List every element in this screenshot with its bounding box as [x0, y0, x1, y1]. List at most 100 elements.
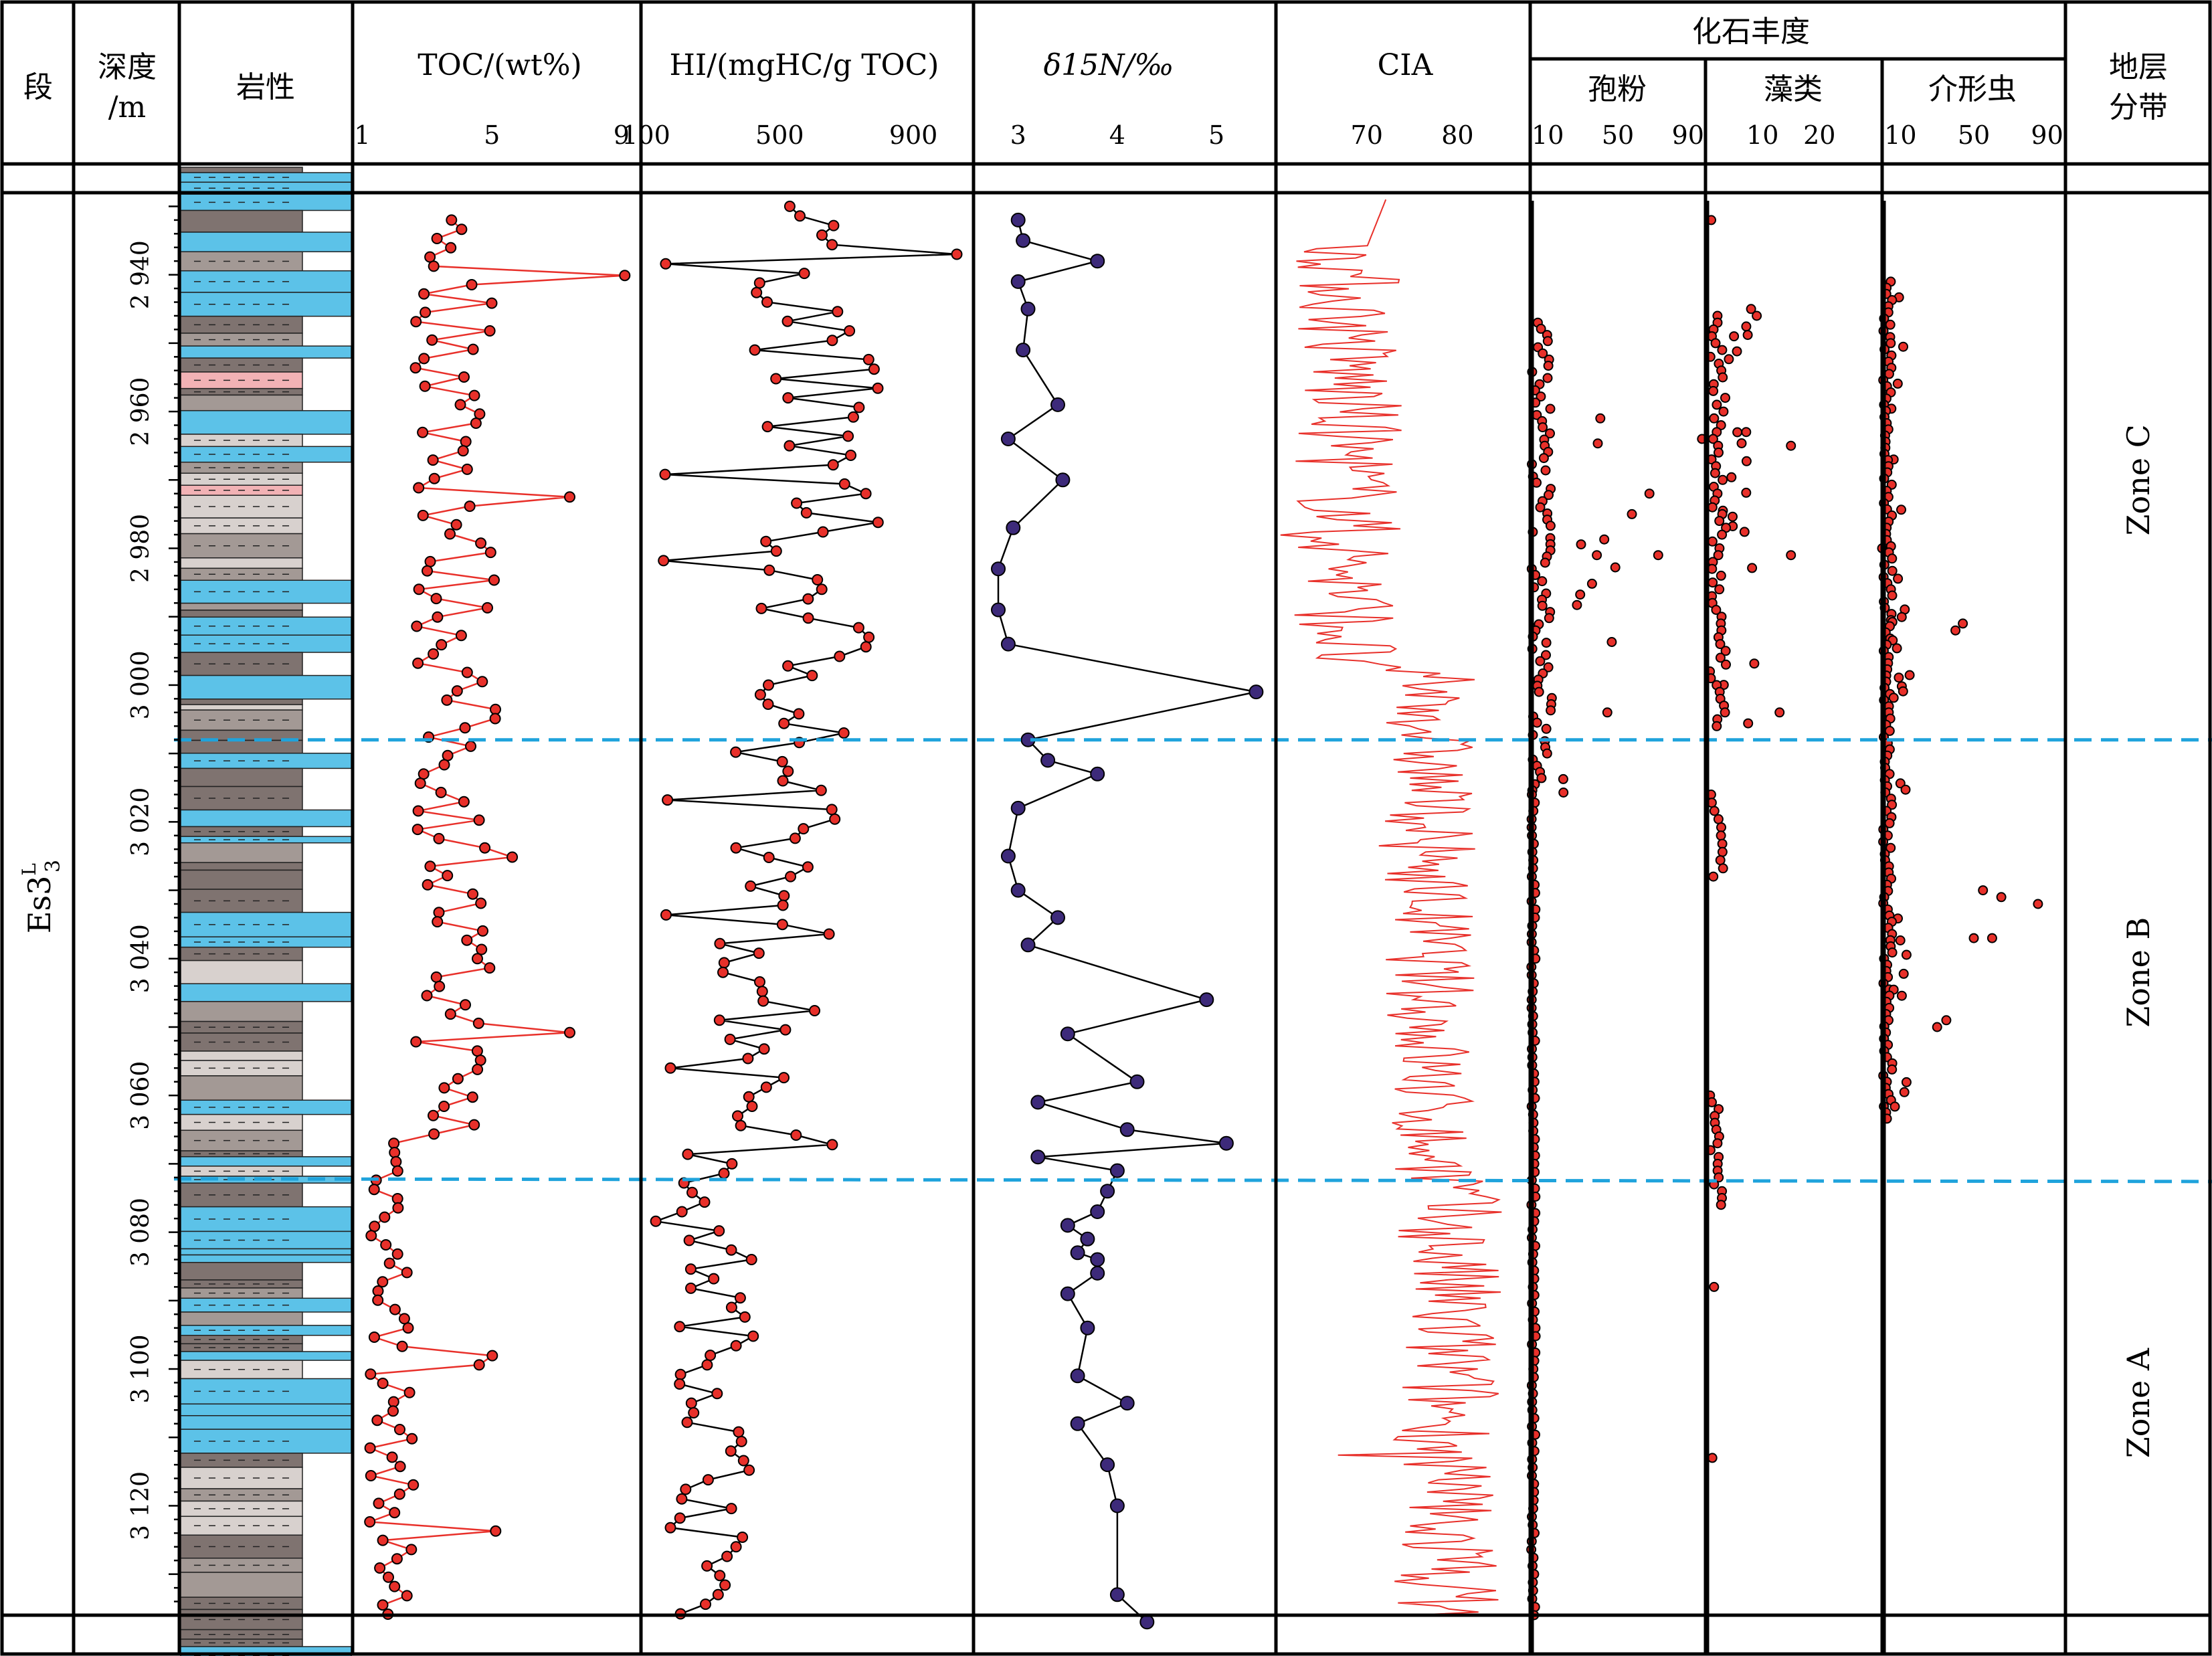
toc-point	[364, 1516, 376, 1528]
hi-point	[793, 708, 805, 720]
ostracod-point	[1996, 892, 2007, 903]
ostracod-point	[1904, 670, 1915, 680]
toc-point	[417, 509, 429, 521]
hi-point	[650, 1215, 662, 1227]
hi-point	[868, 363, 880, 375]
hi-point	[838, 727, 850, 739]
ostracod-point	[1892, 643, 1902, 654]
hi-point	[699, 1196, 711, 1208]
lithology-bed	[180, 1001, 303, 1022]
lithology-bed	[180, 836, 352, 844]
hi-point	[776, 919, 788, 931]
toc-point	[418, 288, 430, 300]
d15n-point	[1040, 753, 1056, 768]
d15n-point	[1055, 472, 1071, 488]
spore-point	[1592, 550, 1602, 561]
hi-point	[714, 937, 726, 949]
toc-point	[391, 1248, 403, 1260]
hi-point	[719, 1579, 731, 1591]
hi-point	[777, 775, 789, 787]
d15n-point	[1000, 432, 1016, 446]
hi-point	[739, 1311, 751, 1323]
lithology-bed	[180, 752, 352, 769]
hi-point	[762, 699, 774, 710]
toc-point	[471, 1045, 483, 1057]
header-ostracod: 介形虫	[1928, 72, 2017, 106]
algae-point	[1786, 550, 1796, 561]
toc-point	[430, 971, 442, 983]
segment-label: Es3L3	[18, 860, 65, 933]
hi-point	[763, 564, 775, 576]
toc-point	[405, 1544, 418, 1556]
algae-tick-label: 20	[1803, 120, 1835, 150]
hi-point	[713, 1014, 725, 1026]
toc-point	[450, 519, 462, 531]
toc-point	[409, 362, 422, 374]
toc-point	[368, 1184, 380, 1196]
toc-point	[424, 555, 436, 567]
toc-point	[457, 445, 469, 457]
hi-point	[730, 842, 742, 854]
d15n-point	[1199, 992, 1214, 1008]
header-segment: 段	[23, 70, 53, 104]
algae-point	[1726, 472, 1737, 482]
toc-point	[444, 1008, 456, 1020]
spore-tick-label: 50	[1602, 120, 1634, 150]
toc-point	[490, 1525, 502, 1537]
hi-series	[650, 200, 963, 1620]
hi-point	[664, 1522, 676, 1534]
toc-point	[394, 1461, 406, 1473]
d15n-point	[1010, 212, 1026, 227]
hi-point	[684, 1263, 697, 1275]
spore-point	[1558, 773, 1568, 784]
ostracod-point	[1901, 949, 1912, 960]
hi-point	[826, 804, 838, 816]
hi-point	[761, 421, 773, 433]
toc-point	[486, 297, 498, 309]
spore-point	[1592, 438, 1603, 449]
toc-point	[428, 472, 440, 484]
lithology-bed	[180, 394, 303, 411]
toc-point	[373, 1497, 385, 1509]
algae-point	[1743, 718, 1754, 729]
toc-point	[474, 408, 486, 420]
ostracod-point	[1894, 672, 1904, 683]
hi-point	[662, 794, 674, 806]
toc-point	[413, 482, 425, 494]
algae2-series	[1705, 790, 1728, 1463]
hi-point	[817, 526, 829, 538]
ostracod-point	[1896, 990, 1907, 1001]
hi-point	[777, 899, 789, 911]
d15n-series	[991, 212, 1264, 1630]
spore-point	[1586, 578, 1597, 589]
spore-point	[1575, 589, 1586, 600]
lithology-bed	[180, 172, 352, 183]
lithology-bed	[180, 1075, 303, 1101]
header-lithology: 岩性	[236, 70, 295, 104]
toc-point	[417, 426, 429, 438]
toc-point	[442, 870, 454, 882]
hi-point	[852, 622, 864, 634]
hi-point	[712, 1588, 724, 1600]
hi-point	[761, 296, 773, 308]
algae-point	[1724, 354, 1734, 365]
d15n-tick-label: 5	[1208, 120, 1224, 150]
algae-point	[1710, 338, 1721, 349]
header-d15n: δ15N/‰	[1044, 48, 1174, 82]
ostracod-point	[1887, 800, 1898, 810]
ostracod-point	[1895, 935, 1906, 945]
algae-point	[1741, 427, 1752, 438]
hi-point	[798, 823, 810, 835]
toc-point	[369, 1220, 381, 1232]
lithology-bed	[180, 869, 303, 890]
toc-point	[459, 722, 471, 734]
toc-point	[476, 943, 488, 955]
hi-point	[702, 1474, 714, 1486]
toc-point	[402, 1322, 414, 1334]
toc-point	[422, 565, 433, 577]
algae-point	[1786, 440, 1796, 451]
hi-point	[785, 870, 796, 883]
lithology-bed	[180, 739, 303, 754]
toc-point	[392, 1202, 404, 1214]
